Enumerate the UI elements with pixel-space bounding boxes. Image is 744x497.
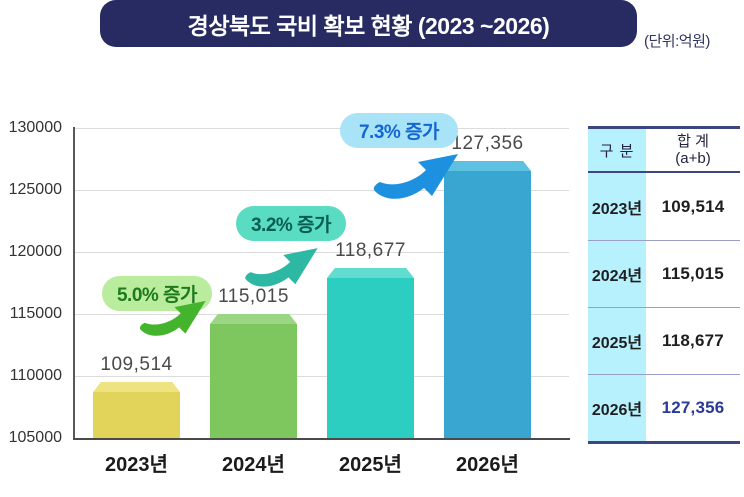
title-banner: 경상북도 국비 확보 현황 (2023 ~2026) <box>100 0 637 47</box>
bar-value-label: 118,677 <box>335 240 406 261</box>
gridline <box>75 376 569 377</box>
table-row: 2026년 127,356 <box>588 374 740 441</box>
y-tick-label: 115000 <box>9 305 62 322</box>
increase-arrow-icon <box>242 238 328 296</box>
y-tick-label: 130000 <box>8 119 62 136</box>
summary-table-header: 구 분 합 계 (a+b) <box>588 129 740 173</box>
gridline <box>75 252 569 253</box>
row-year-cell: 2026년 <box>588 375 646 441</box>
bar-top-face <box>93 382 180 392</box>
bar-top-face <box>327 268 414 278</box>
header-cell-gubun: 구 분 <box>588 129 646 171</box>
summary-table-rows: 2023년 109,514 2024년 115,015 2025년 118,677 2026… <box>588 173 740 441</box>
table-row: 2023년 109,514 <box>588 173 740 240</box>
bar-2025년 <box>327 268 414 438</box>
header-total-sublabel: (a+b) <box>675 150 711 167</box>
y-tick-label: 110000 <box>9 367 62 384</box>
bar-2026년 <box>444 161 531 438</box>
bar-value-label: 109,514 <box>100 354 173 375</box>
row-year-cell: 2025년 <box>588 308 646 374</box>
y-axis-labels: 105000 110000 115000 120000 125000 130000 <box>0 119 68 446</box>
row-total-cell: 127,356 <box>661 398 725 417</box>
row-total-cell: 115,015 <box>662 264 724 283</box>
table-row: 2025년 118,677 <box>588 307 740 374</box>
increase-arrow-icon <box>136 293 216 343</box>
bar-value-label: 127,356 <box>451 133 524 154</box>
header-total-label: 합 계 <box>677 132 709 150</box>
y-tick-label: 105000 <box>8 429 62 446</box>
bar-body <box>93 392 180 438</box>
row-year-cell: 2023년 <box>588 173 646 240</box>
bar-2024년 <box>210 314 297 438</box>
increase-badge-2026: 7.3% 증가 <box>340 113 458 148</box>
y-tick-label: 125000 <box>8 181 62 198</box>
x-tick-label: 2025년 <box>339 454 402 476</box>
header-cell-total: 합 계 (a+b) <box>646 129 740 171</box>
gridline <box>75 314 569 315</box>
row-year-cell: 2024년 <box>588 241 646 307</box>
bar-top-face <box>210 314 297 324</box>
x-tick-label: 2023년 <box>105 454 168 476</box>
bar-body <box>210 324 297 438</box>
bar-top-face <box>444 161 531 171</box>
y-axis-line <box>73 127 75 440</box>
page-title: 경상북도 국비 확보 현황 (2023 ~2026) <box>187 12 550 39</box>
y-tick-label: 120000 <box>8 243 62 260</box>
row-total-cell: 118,677 <box>662 331 724 350</box>
x-tick-label: 2024년 <box>222 454 285 476</box>
summary-table: 구 분 합 계 (a+b) 2023년 109,514 2024년 115,015 20… <box>588 126 740 444</box>
plot-area: 109,514 115,015 118,677 127,356 <box>75 128 569 438</box>
bar-value-label: 115,015 <box>218 286 289 307</box>
bar-body <box>444 171 531 438</box>
bar-body <box>327 278 414 438</box>
bar-2023년 <box>93 382 180 438</box>
gridline <box>75 190 569 191</box>
x-tick-label: 2026년 <box>456 454 519 476</box>
row-total-cell: 109,514 <box>661 196 725 216</box>
increase-arrow-icon <box>360 144 480 208</box>
unit-label: (단위:억원) <box>644 33 710 50</box>
increase-badge-2025: 3.2% 증가 <box>236 206 346 241</box>
x-axis-line <box>73 438 570 440</box>
gridline <box>75 128 569 129</box>
table-row: 2024년 115,015 <box>588 240 740 307</box>
